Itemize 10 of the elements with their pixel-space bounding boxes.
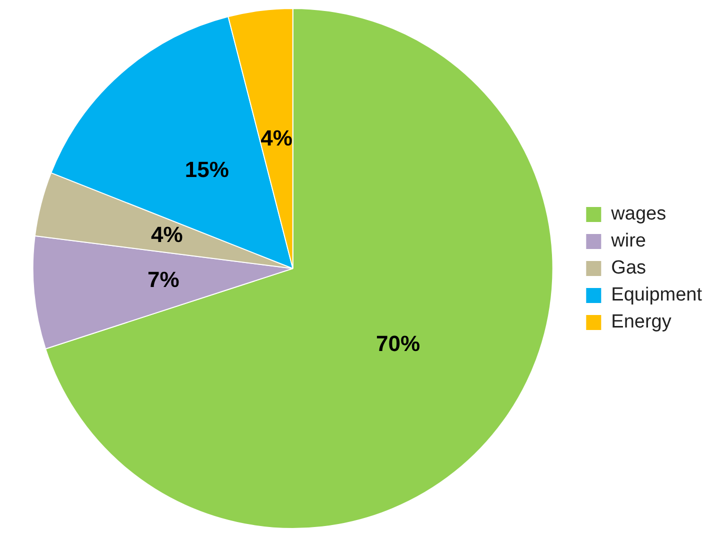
legend-label: Equipment [611,284,703,306]
legend-label: wire [610,230,646,252]
data-label: 4% [260,126,292,151]
data-label: 15% [184,157,229,182]
legend-label: Gas [611,258,646,279]
legend-label: wages [610,204,666,225]
data-label: 70% [376,330,420,356]
legend-label: Energy [611,312,672,333]
data-label: 7% [148,266,180,292]
data-label: 4% [151,222,183,248]
